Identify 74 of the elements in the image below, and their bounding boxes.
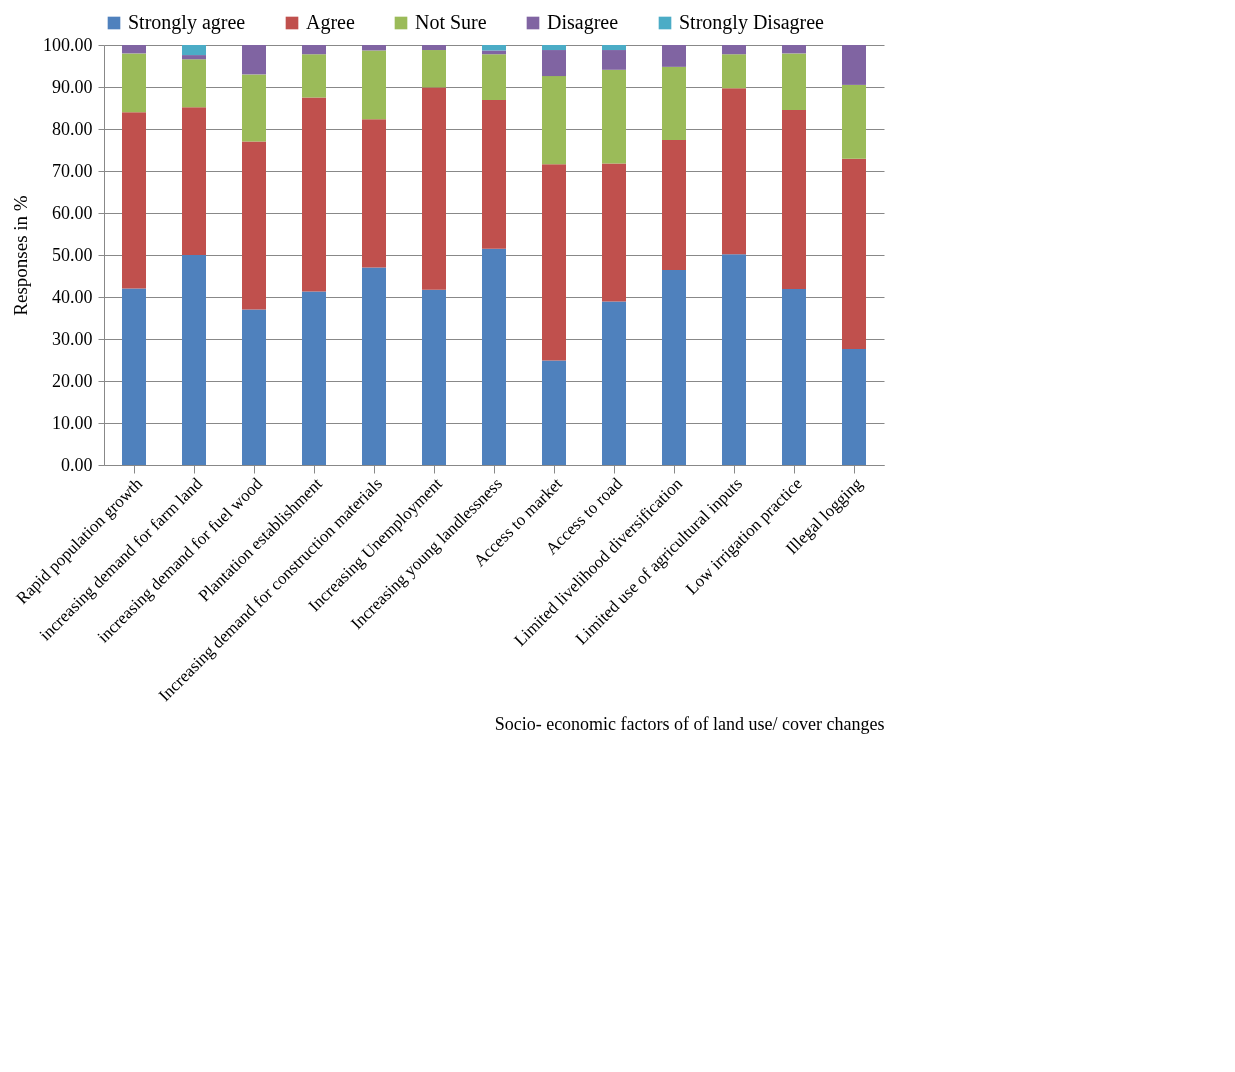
bar <box>662 66 686 140</box>
y-tick-label: 30.00 <box>52 328 93 349</box>
y-tick-label: 100.00 <box>43 34 93 55</box>
bar <box>482 54 506 101</box>
bar <box>122 45 146 54</box>
bar <box>542 50 566 77</box>
bar <box>662 270 686 465</box>
bar <box>602 301 626 465</box>
bar <box>602 69 626 164</box>
bar <box>242 309 266 465</box>
bar <box>482 100 506 249</box>
y-tick-label: 50.00 <box>52 244 93 265</box>
bar <box>182 255 206 465</box>
bar <box>722 88 746 255</box>
bar <box>542 76 566 165</box>
bar <box>302 291 326 465</box>
bar <box>302 54 326 98</box>
legend-label: Not Sure <box>415 11 487 33</box>
legend-label: Disagree <box>547 11 619 34</box>
y-tick-label: 20.00 <box>52 370 93 391</box>
bar <box>182 55 206 60</box>
bar <box>482 248 506 465</box>
bar <box>782 45 806 54</box>
bar <box>662 139 686 271</box>
bar <box>242 74 266 142</box>
bar <box>842 158 866 350</box>
bar <box>362 119 386 268</box>
bar <box>362 50 386 120</box>
bar <box>302 97 326 292</box>
y-tick-label: 60.00 <box>52 202 93 223</box>
bar <box>482 50 506 55</box>
bar <box>782 110 806 290</box>
bar <box>722 45 746 55</box>
bar <box>362 45 386 51</box>
y-tick-label: 0.00 <box>61 454 93 475</box>
bar <box>422 45 446 51</box>
bar <box>422 289 446 465</box>
y-tick-label: 90.00 <box>52 76 93 97</box>
bar <box>182 45 206 56</box>
y-tick-label: 10.00 <box>52 412 93 433</box>
bar <box>182 107 206 255</box>
bar <box>182 59 206 108</box>
legend-label: Agree <box>306 11 355 34</box>
bar <box>242 45 266 75</box>
legend-label: Strongly agree <box>128 11 246 34</box>
bar <box>242 141 266 310</box>
bar <box>302 45 326 55</box>
bar <box>842 349 866 465</box>
legend-label: Strongly Disagree <box>679 11 825 34</box>
bar <box>362 267 386 465</box>
bar <box>842 45 866 85</box>
y-axis-title: Responses in % <box>10 195 31 316</box>
bar <box>122 112 146 289</box>
bar <box>482 45 506 51</box>
y-tick-label: 40.00 <box>52 286 93 307</box>
x-axis-title: Socio- economic factors of of land use/ cover changes <box>494 713 885 734</box>
bar <box>542 45 566 51</box>
bar <box>422 87 446 290</box>
bar <box>602 163 626 302</box>
y-tick-label: 70.00 <box>52 160 93 181</box>
bar <box>722 254 746 465</box>
bar <box>662 45 686 67</box>
bar <box>602 45 626 51</box>
bar <box>782 289 806 465</box>
bar <box>782 53 806 111</box>
bar <box>842 84 866 159</box>
bar <box>122 53 146 113</box>
y-tick-label: 80.00 <box>52 118 93 139</box>
bar <box>422 50 446 88</box>
bar <box>542 164 566 361</box>
bar <box>542 360 566 465</box>
bar <box>122 288 146 465</box>
bar <box>722 54 746 89</box>
bar <box>602 50 626 70</box>
